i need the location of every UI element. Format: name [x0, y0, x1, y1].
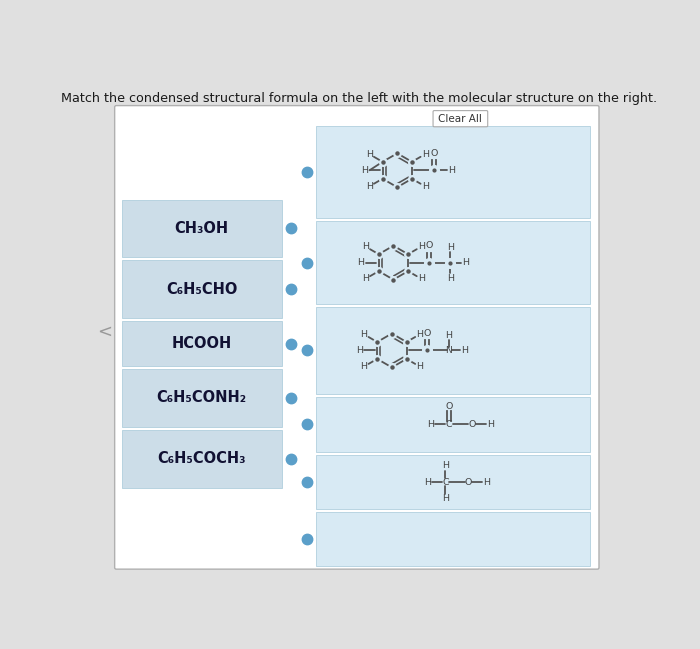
FancyBboxPatch shape	[316, 221, 589, 304]
Text: H: H	[365, 150, 372, 158]
FancyBboxPatch shape	[115, 106, 599, 569]
FancyBboxPatch shape	[122, 199, 281, 257]
Text: O: O	[468, 420, 476, 429]
Text: H: H	[418, 242, 425, 251]
Text: H: H	[422, 182, 429, 191]
Text: H: H	[447, 274, 454, 282]
Text: H: H	[484, 478, 491, 487]
Text: H: H	[360, 362, 368, 371]
FancyBboxPatch shape	[122, 369, 281, 426]
Text: O: O	[445, 402, 453, 411]
FancyBboxPatch shape	[122, 260, 281, 318]
Text: H: H	[447, 243, 454, 252]
FancyBboxPatch shape	[433, 110, 488, 127]
Text: H: H	[365, 182, 372, 191]
FancyBboxPatch shape	[316, 397, 589, 452]
Text: <: <	[97, 323, 112, 341]
Text: C₆H₅CHO: C₆H₅CHO	[166, 282, 237, 297]
Text: H: H	[449, 165, 456, 175]
Text: H: H	[445, 330, 452, 339]
Text: H: H	[422, 150, 429, 158]
FancyBboxPatch shape	[122, 321, 281, 366]
Text: H: H	[361, 165, 368, 175]
Text: H: H	[362, 242, 369, 251]
Text: H: H	[462, 258, 469, 267]
Text: HCOOH: HCOOH	[172, 336, 232, 351]
Text: H: H	[461, 346, 468, 355]
Text: H: H	[418, 275, 425, 284]
Text: H: H	[442, 461, 449, 471]
Text: H: H	[356, 346, 363, 355]
FancyBboxPatch shape	[316, 308, 589, 393]
Text: C: C	[442, 478, 449, 487]
Text: N: N	[445, 346, 452, 355]
Text: C: C	[446, 420, 452, 429]
Text: CH₃OH: CH₃OH	[174, 221, 229, 236]
FancyBboxPatch shape	[316, 126, 589, 218]
Text: C₆H₅COCH₃: C₆H₅COCH₃	[158, 451, 246, 466]
Text: H: H	[416, 330, 424, 339]
Text: C₆H₅CONH₂: C₆H₅CONH₂	[157, 390, 246, 406]
Text: H: H	[427, 420, 434, 429]
Text: Clear All: Clear All	[438, 114, 482, 124]
Text: H: H	[487, 420, 494, 429]
Text: H: H	[358, 258, 365, 267]
Text: H: H	[362, 275, 369, 284]
Text: O: O	[430, 149, 438, 158]
FancyBboxPatch shape	[316, 512, 589, 566]
Text: Match the condensed structural formula on the left with the molecular structure : Match the condensed structural formula o…	[61, 92, 657, 104]
FancyBboxPatch shape	[122, 430, 281, 487]
FancyBboxPatch shape	[316, 455, 589, 509]
Text: H: H	[442, 494, 449, 503]
Text: H: H	[360, 330, 368, 339]
Text: O: O	[424, 329, 431, 338]
Text: H: H	[416, 362, 424, 371]
Text: O: O	[465, 478, 472, 487]
Text: O: O	[425, 241, 433, 251]
Text: H: H	[424, 478, 431, 487]
